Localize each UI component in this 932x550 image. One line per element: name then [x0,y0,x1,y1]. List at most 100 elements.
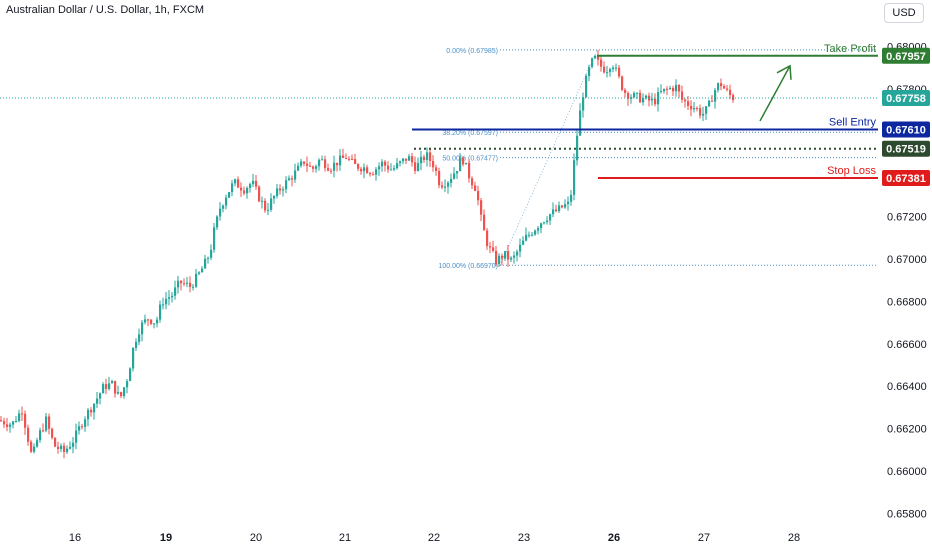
candle-body [645,95,648,99]
candle-body [612,67,615,70]
level-price-tag-0-label: 0.67957 [886,51,926,63]
candle-body [417,163,420,171]
candle-body [99,393,102,399]
level-name: Take Profit [824,43,876,55]
candle-body [276,188,279,196]
candle-body [393,168,396,170]
candle-body [633,92,636,98]
candle-body [687,101,690,106]
time-tick-label: 16 [69,532,81,544]
candle-body [135,341,138,348]
candle-body [540,223,543,229]
candle-body [495,250,498,265]
candle-body [36,440,39,447]
candle-body [501,255,504,259]
candle-body [420,156,423,164]
candle-body [12,421,15,425]
candle-body [30,441,33,452]
candle-body [537,228,540,231]
candle-body [81,426,84,428]
candle-body [432,161,435,168]
time-axis[interactable]: 16 19 20 21 22 23 26 27 28 [69,532,800,544]
candle-body [669,87,672,89]
candle-body [462,157,465,165]
candle-body [9,424,12,427]
candle-body [699,108,702,116]
candle-body [564,204,567,208]
level-name: Stop Loss [827,165,876,177]
time-tick-label: 26 [608,532,620,544]
candle-body [84,419,87,427]
candle-body [684,99,687,102]
candle-body [126,381,129,388]
candle-body [702,113,705,116]
price-tick-label: 0.66000 [887,466,927,478]
candle-body [102,384,105,394]
candle-body [573,160,576,195]
candle-body [657,92,660,105]
candle-body [69,446,72,449]
fib-trend-line [499,49,598,266]
fib-retracement[interactable]: 0.00% (0.67985) 38.20% (0.67597) 50.00% (0… [438,48,878,270]
time-tick-label: 28 [788,532,800,544]
candle-body [204,258,207,269]
candle-body [708,100,711,107]
candle-body [360,168,363,172]
candle-body [693,108,696,110]
candle-body [525,234,528,241]
candle-body [411,156,414,163]
candle-body [408,156,411,161]
candle-body [366,167,369,174]
candle-body [468,162,471,179]
candle-body [675,85,678,92]
candle-body [405,158,408,161]
candle-body [435,167,438,172]
fib-level-label: 38.20% (0.67597) [442,130,498,137]
candle-body [300,161,303,166]
candle-body [66,448,69,453]
candle-body [168,297,171,299]
candle-body [375,169,378,175]
candle-body [285,180,288,190]
candle-body [132,347,135,369]
candle-body [648,95,651,101]
candle-body [492,247,495,251]
candle-body [552,209,555,215]
candle-body [264,200,267,211]
current-price-tag-label: 0.67758 [886,93,926,105]
candle-body [516,251,519,256]
candle-body [363,167,366,172]
candle-body [78,426,81,431]
candle-body [720,83,723,87]
candle-body [456,171,459,174]
trade-levels[interactable]: Take Profit Sell Entry Stop Loss [0,43,878,180]
candle-body [372,174,375,176]
level-price-tag-1-box [882,121,930,138]
candle-body [51,428,54,438]
candle-body [249,184,252,188]
candle-body [192,286,195,288]
target-arrow [759,65,791,122]
candle-body [90,409,93,413]
candle-body [576,135,579,161]
candle-body [507,251,510,260]
candle-body [219,208,222,217]
candle-body [180,280,183,284]
candle-body [123,387,126,397]
candle-body [528,234,531,236]
candle-body [57,446,60,449]
candle-body [483,214,486,231]
candle-body [294,170,297,180]
candle-body [267,209,270,211]
currency-button[interactable]: USD [884,3,924,23]
candle-body [660,91,663,93]
candle-body [387,165,390,170]
candle-body [213,227,216,250]
candle-body [444,186,447,188]
candle-body [357,163,360,169]
candle-body [312,166,315,169]
candle-body [3,421,6,425]
candle-body [504,251,507,259]
price-axis[interactable]: 0.680000.678000.676000.674000.672000.670… [882,42,930,521]
